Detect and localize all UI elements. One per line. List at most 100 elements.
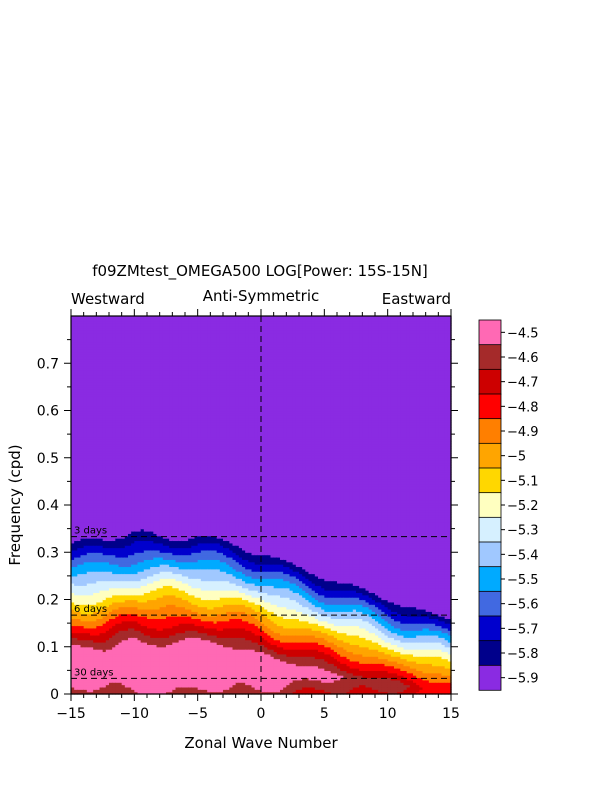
field-cell [99,528,104,532]
field-cell [134,634,139,638]
field-cell [121,500,126,504]
field-cell [86,542,91,546]
field-cell [112,502,116,506]
field-cell [83,533,88,537]
field-cell [83,552,88,556]
field-cell [93,462,97,466]
field-cell [90,382,94,386]
field-cell [102,424,107,428]
field-cell [134,427,139,430]
field-cell [143,568,148,572]
field-cell [131,512,135,516]
field-cell [102,561,107,565]
field-cell [83,528,88,532]
field-cell [124,450,129,454]
field-cell [131,616,135,619]
field-cell [93,620,97,624]
field-cell [118,474,123,478]
field-cell [128,363,132,367]
field-cell [134,632,139,636]
field-cell [71,547,75,551]
field-cell [140,665,145,669]
field-cell [150,325,154,329]
field-cell [134,679,139,683]
field-cell [137,353,142,357]
field-cell [159,417,164,421]
field-cell [118,559,123,563]
field-cell [140,512,145,516]
field-cell [71,457,75,461]
field-cell [105,623,110,627]
field-cell [128,467,132,471]
field-cell [83,559,88,563]
field-cell [99,483,104,487]
field-cell [115,367,120,371]
field-cell [134,660,139,664]
field-cell [115,592,120,596]
field-cell [159,389,164,393]
field-cell [77,365,82,369]
field-cell [118,632,123,636]
field-cell [105,590,110,594]
field-cell [115,455,120,459]
field-cell [90,474,94,478]
field-cell [153,453,158,456]
field-cell [156,549,161,553]
field-cell [105,519,110,523]
field-cell [137,438,142,442]
field-cell [112,396,116,400]
field-cell [115,505,120,508]
field-cell [143,653,148,657]
field-cell [96,344,101,348]
field-cell [90,393,94,397]
field-cell [83,424,88,428]
field-cell [102,575,107,579]
field-cell [112,516,116,520]
field-cell [90,497,94,501]
field-cell [153,502,158,506]
field-cell [118,604,123,608]
field-cell [156,646,161,650]
field-cell [143,606,148,610]
field-cell [80,349,85,353]
field-cell [109,535,113,539]
field-cell [140,521,145,525]
field-cell [80,639,85,643]
field-cell [131,625,135,629]
field-cell [137,568,142,572]
field-cell [105,398,110,402]
field-cell [71,469,75,473]
field-cell [71,396,75,400]
field-cell [77,474,82,478]
field-cell [121,660,126,664]
field-cell [124,436,129,440]
field-cell [140,632,145,636]
field-cell [77,393,82,397]
field-cell [102,346,107,350]
field-cell [96,514,101,518]
field-cell [109,597,113,601]
field-cell [77,587,82,591]
field-cell [131,344,135,348]
field-cell [109,351,113,355]
field-cell [99,516,104,520]
field-cell [83,575,88,579]
field-cell [128,651,132,655]
field-cell [150,561,154,565]
field-cell [137,542,142,546]
field-cell [156,441,161,445]
field-cell [102,341,107,345]
field-cell [159,552,164,556]
field-cell [74,457,78,461]
field-cell [90,580,94,584]
field-cell [159,427,164,430]
field-cell [153,634,158,638]
field-cell [147,568,151,572]
field-cell [134,663,139,667]
field-cell [121,398,126,402]
field-cell [115,375,120,379]
field-cell [118,523,123,527]
field-cell [109,490,113,494]
field-cell [86,422,91,426]
field-cell [118,578,123,582]
